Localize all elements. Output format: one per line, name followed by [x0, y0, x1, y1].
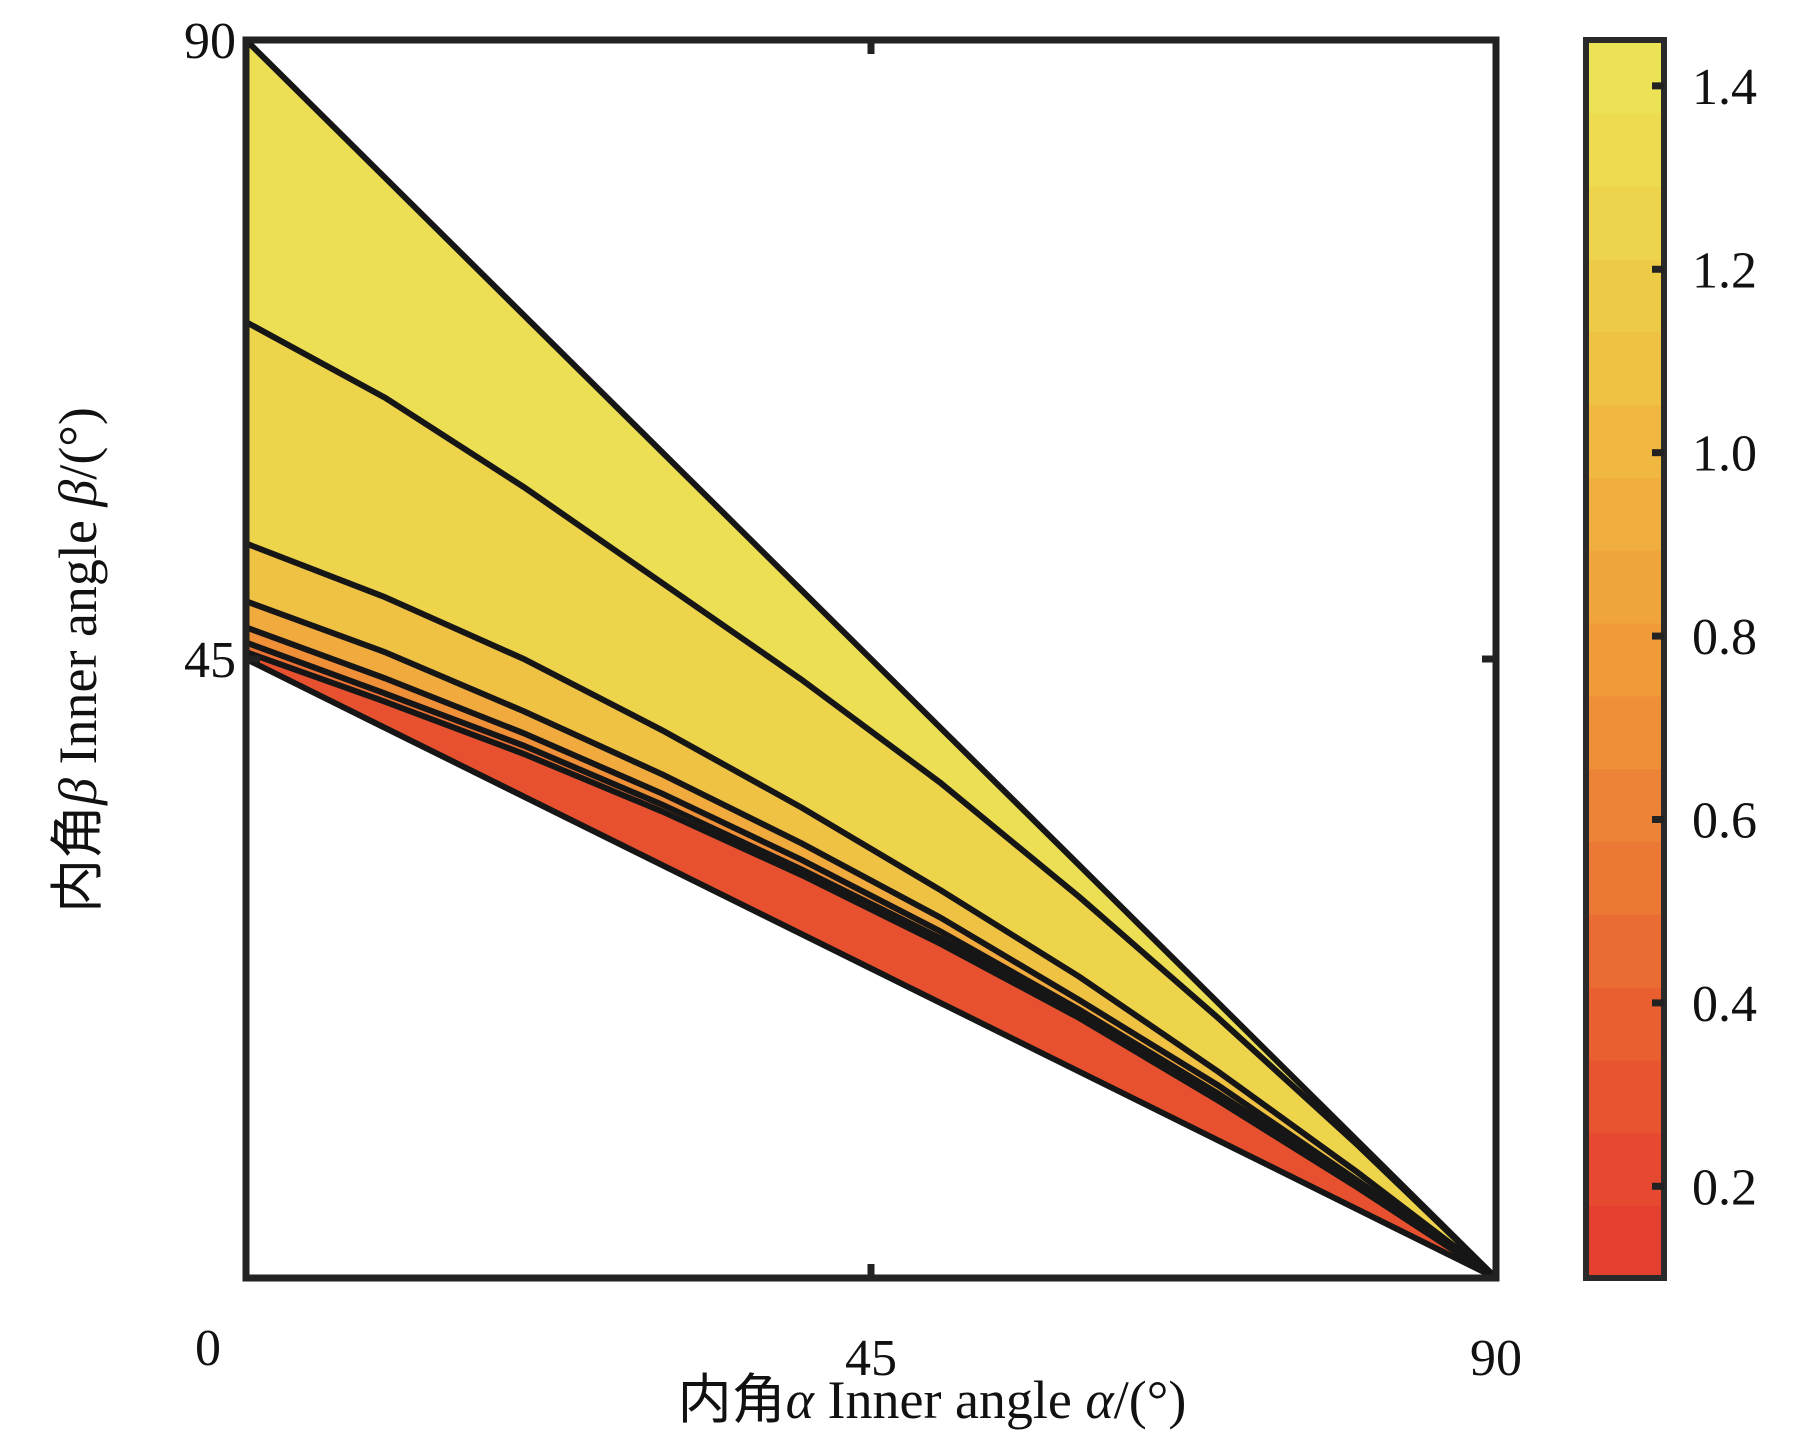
contour-line [243, 540, 1499, 1281]
colorbar-band [1586, 258, 1664, 333]
y-axis-title-symbol-2: β [48, 480, 108, 508]
axis-tick-marks [242, 36, 1500, 1278]
colorbar-ticks: 0.2 0.4 0.6 0.8 1.0 1.2 1.4 [1652, 59, 1757, 1216]
colorbar-tick-label: 0.6 [1692, 792, 1757, 849]
colorbar-band [1586, 841, 1664, 915]
x-axis-title: 内角α Inner angle α/(°) [678, 1370, 1187, 1430]
upper-boundary-line [243, 37, 1499, 1281]
colorbar-band [1586, 185, 1664, 260]
colorbar-bands [1586, 40, 1664, 1279]
lower-boundary-line [243, 656, 1499, 1281]
x-axis-title-unit: /(°) [1114, 1370, 1187, 1430]
colorbar-band [1586, 1059, 1664, 1134]
colorbar-band [1586, 40, 1664, 114]
x-tick-labels: 0 45 90 [195, 1320, 1522, 1387]
y-tick-label: 90 [184, 13, 236, 70]
colorbar-tick-label: 1.4 [1692, 59, 1757, 116]
plot-area [242, 36, 1500, 1282]
x-axis-title-symbol: α [786, 1370, 816, 1430]
contour-line [243, 649, 1499, 1281]
colorbar-tick-label: 0.4 [1692, 976, 1757, 1033]
contour-line [243, 318, 1499, 1281]
y-tick-labels: 45 90 [184, 13, 236, 689]
colorbar-band [1586, 913, 1664, 988]
colorbar-tick-label: 1.2 [1692, 242, 1757, 299]
y-axis-title-symbol: β [48, 778, 108, 806]
colorbar-tick-label: 0.2 [1692, 1159, 1757, 1216]
colorbar-band [1586, 768, 1664, 843]
y-tick-label: 45 [184, 632, 236, 689]
x-tick-label: 90 [1470, 1330, 1522, 1387]
colorbar-band [1586, 112, 1664, 187]
contour-line [243, 598, 1499, 1281]
x-axis-title-prefix: 内角 [678, 1370, 786, 1430]
colorbar-band [1586, 1132, 1664, 1207]
contour-lines [243, 318, 1499, 1281]
colorbar-tick-label: 1.0 [1692, 426, 1757, 483]
colorbar-tick-label: 0.8 [1692, 609, 1757, 666]
colorbar-band [1586, 404, 1664, 478]
colorbar-band [1586, 331, 1664, 406]
y-axis-title-text: Inner angle [48, 507, 108, 778]
colorbar-band [1586, 549, 1664, 624]
colorbar-band [1586, 622, 1664, 697]
colorbar-band [1586, 476, 1664, 551]
colorbar-band [1586, 695, 1664, 770]
y-axis-title-prefix: 内角 [48, 805, 108, 913]
y-axis-title-unit: /(°) [48, 407, 108, 480]
y-axis-title: 内角β Inner angle β/(°) [48, 407, 108, 913]
colorbar-band [1586, 986, 1664, 1061]
x-axis-title-text: Inner angle [814, 1370, 1085, 1430]
x-axis-title-symbol-2: α [1085, 1370, 1115, 1430]
colorbar-frame [1583, 37, 1667, 1281]
colorbar: 0.2 0.4 0.6 0.8 1.0 1.2 1.4 [1583, 37, 1757, 1281]
x-tick-label: 0 [195, 1320, 221, 1377]
x-tick-label: 45 [845, 1330, 897, 1387]
colorbar-band [1586, 1205, 1664, 1279]
